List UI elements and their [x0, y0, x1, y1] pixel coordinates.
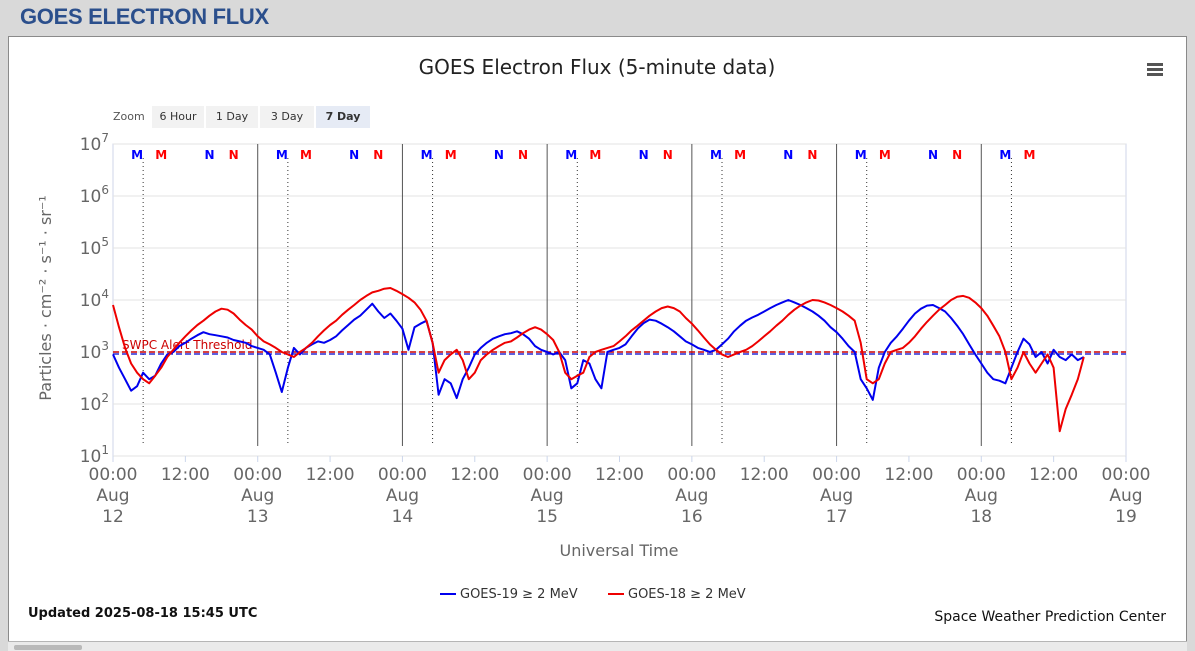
local-time-marker: M	[710, 148, 722, 162]
local-time-marker: N	[229, 148, 239, 162]
x-tick-day-label: 15	[536, 507, 558, 527]
series-line-goes19	[112, 299, 1085, 401]
x-tick-month-label: Aug	[675, 486, 708, 506]
x-tick-month-label: Aug	[96, 486, 129, 506]
local-time-marker: M	[155, 148, 167, 162]
x-tick-month-label: Aug	[531, 486, 564, 506]
x-tick-month-label: Aug	[1109, 486, 1142, 506]
local-time-marker: N	[204, 148, 214, 162]
page-header: GOES ELECTRON FLUX	[0, 0, 1195, 35]
x-tick-month-label: Aug	[820, 486, 853, 506]
local-time-marker: M	[300, 148, 312, 162]
x-tick-time-label: 12:00	[306, 465, 355, 485]
x-tick-time-label: 12:00	[450, 465, 499, 485]
y-tick-label: 103	[80, 339, 109, 363]
x-tick-time-label: 12:00	[1029, 465, 1078, 485]
x-tick-time-label: 00:00	[523, 465, 572, 485]
x-tick-time-label: 00:00	[378, 465, 427, 485]
updated-timestamp: Updated 2025-08-18 15:45 UTC	[28, 606, 257, 621]
legend-label-goes19: GOES-19 ≥ 2 MeV	[460, 587, 578, 602]
x-tick-day-label: 13	[247, 507, 269, 527]
x-tick-month-label: Aug	[241, 486, 274, 506]
local-time-marker: N	[783, 148, 793, 162]
y-tick-label: 106	[80, 183, 109, 207]
x-tick-time-label: 00:00	[957, 465, 1006, 485]
local-time-marker: N	[807, 148, 817, 162]
x-tick-time-label: 12:00	[161, 465, 210, 485]
zoom-label: Zoom	[113, 110, 145, 123]
x-tick-day-label: 12	[102, 507, 124, 527]
x-tick-time-label: 12:00	[740, 465, 789, 485]
chart-title: GOES Electron Flux (5-minute data)	[419, 55, 776, 79]
x-tick-day-label: 18	[970, 507, 992, 527]
local-time-marker: M	[131, 148, 143, 162]
x-tick-time-label: 00:00	[233, 465, 282, 485]
local-time-marker: M	[421, 148, 433, 162]
local-time-marker: N	[518, 148, 528, 162]
threshold-label: SWPC Alert Threshold	[122, 338, 252, 352]
zoom-button-3d[interactable]: 3 Day	[260, 106, 314, 128]
local-time-marker: M	[565, 148, 577, 162]
local-time-marker: M	[855, 148, 867, 162]
y-tick-label: 105	[80, 235, 109, 259]
hamburger-menu-icon[interactable]	[1145, 60, 1167, 80]
page-title: GOES ELECTRON FLUX	[20, 4, 269, 29]
local-time-marker: N	[952, 148, 962, 162]
zoom-3d-label: 3 Day	[271, 110, 304, 123]
y-tick-label: 107	[80, 131, 109, 155]
local-time-marker: M	[1024, 148, 1036, 162]
local-time-marker: M	[445, 148, 457, 162]
x-tick-day-label: 19	[1115, 507, 1137, 527]
x-tick-time-label: 00:00	[89, 465, 138, 485]
x-tick-month-label: Aug	[386, 486, 419, 506]
local-time-marker: N	[928, 148, 938, 162]
local-time-marker: N	[663, 148, 673, 162]
local-time-marker: M	[999, 148, 1011, 162]
horizontal-scrollbar[interactable]	[8, 641, 1187, 651]
zoom-1d-label: 1 Day	[216, 110, 249, 123]
x-tick-time-label: 00:00	[1102, 465, 1151, 485]
local-time-marker: M	[589, 148, 601, 162]
zoom-6h-label: 6 Hour	[160, 110, 197, 123]
zoom-button-1d[interactable]: 1 Day	[206, 106, 258, 128]
x-tick-time-label: 12:00	[595, 465, 644, 485]
x-tick-time-label: 12:00	[884, 465, 933, 485]
x-axis-title: Universal Time	[559, 541, 678, 560]
x-tick-day-label: 14	[392, 507, 414, 527]
local-time-marker: M	[276, 148, 288, 162]
x-tick-time-label: 00:00	[812, 465, 861, 485]
scrollbar-thumb[interactable]	[14, 645, 82, 650]
x-tick-day-label: 16	[681, 507, 703, 527]
zoom-button-7d[interactable]: 7 Day	[316, 106, 370, 128]
series-line-goes18	[112, 287, 1085, 433]
y-tick-label: 104	[80, 287, 109, 311]
zoom-7d-label: 7 Day	[326, 110, 361, 123]
local-time-marker: N	[494, 148, 504, 162]
x-tick-month-label: Aug	[965, 486, 998, 506]
legend-item-goes19[interactable]: GOES-19 ≥ 2 MeV	[440, 587, 578, 602]
y-tick-label: 102	[80, 391, 109, 415]
local-time-marker: N	[639, 148, 649, 162]
legend-item-goes18[interactable]: GOES-18 ≥ 2 MeV	[608, 587, 746, 602]
y-axis-title: Particles · cm⁻² · s⁻¹ · sr⁻¹	[36, 195, 55, 400]
y-tick-label: 101	[80, 443, 109, 467]
zoom-button-6h[interactable]: 6 Hour	[152, 106, 204, 128]
local-time-marker: M	[734, 148, 746, 162]
local-time-marker: N	[349, 148, 359, 162]
x-tick-day-label: 17	[826, 507, 848, 527]
credit-text[interactable]: Space Weather Prediction Center	[934, 609, 1166, 625]
x-tick-time-label: 00:00	[667, 465, 716, 485]
legend: GOES-19 ≥ 2 MeV GOES-18 ≥ 2 MeV	[440, 587, 746, 602]
local-time-marker: N	[373, 148, 383, 162]
legend-label-goes18: GOES-18 ≥ 2 MeV	[628, 587, 746, 602]
local-time-marker: M	[879, 148, 891, 162]
